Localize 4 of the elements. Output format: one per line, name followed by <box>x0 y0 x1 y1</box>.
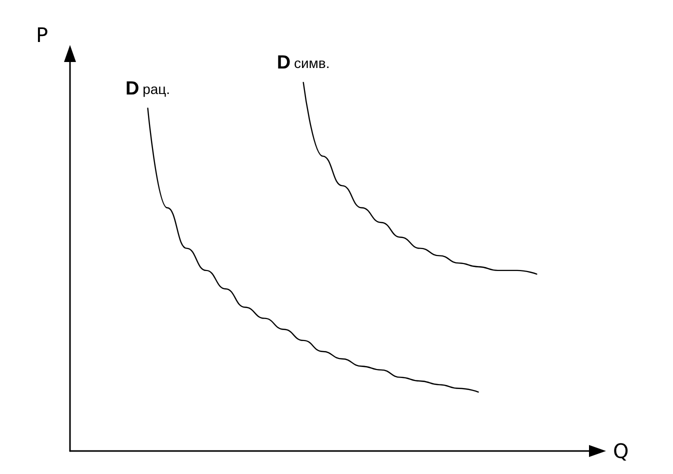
x-axis-title: Q <box>613 439 629 463</box>
series-label: D симв. <box>276 52 330 74</box>
y-axis-title: P <box>36 23 48 47</box>
series-label: D рац. <box>126 78 170 100</box>
